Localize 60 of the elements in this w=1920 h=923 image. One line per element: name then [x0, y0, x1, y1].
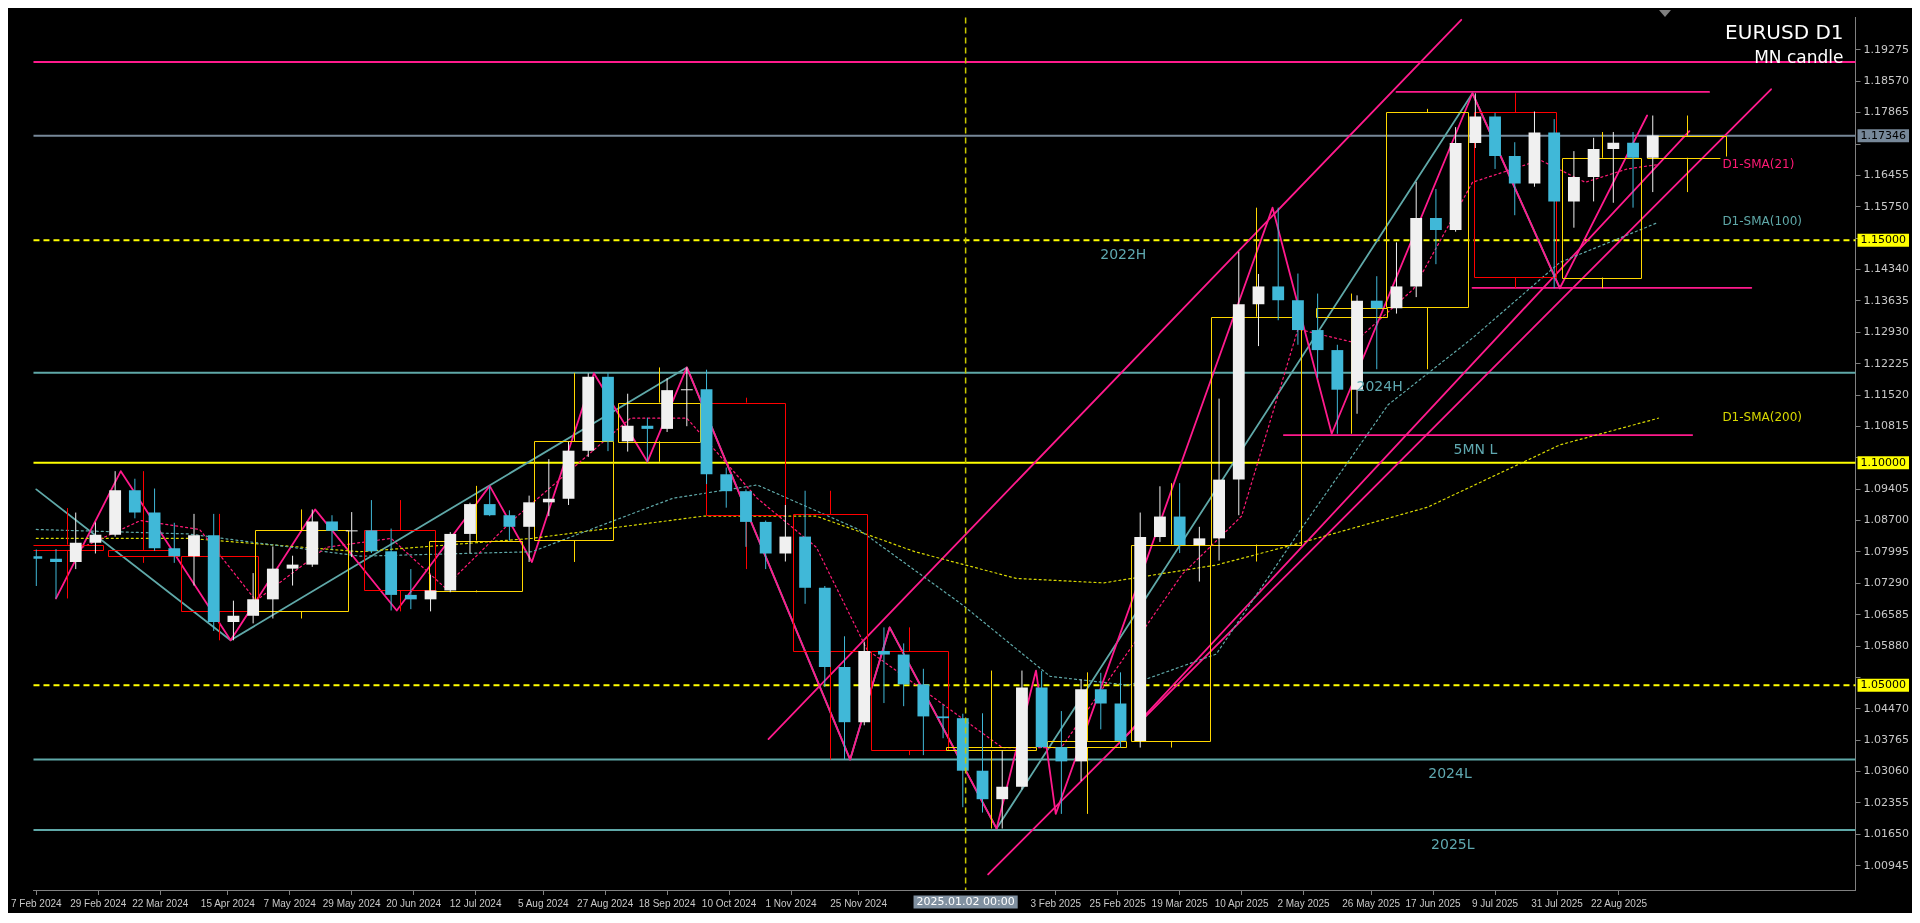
x-tick-label: 27 Aug 2024: [577, 897, 634, 909]
chart-title: EURUSD D1: [1725, 19, 1844, 44]
x-tick-label: 3 Feb 2025: [1030, 897, 1082, 909]
text: D1-SMA(100): [1722, 214, 1803, 229]
y-tick-label: 1.04470: [1863, 701, 1910, 715]
x-tick-label: 29 Feb 2024: [70, 897, 127, 909]
x-tick-label: 17 Jun 2025: [1405, 897, 1462, 909]
y-tick-label: 1.03765: [1863, 733, 1910, 747]
x-tick-label: 10 Oct 2024: [701, 897, 757, 909]
y-tick-label: 1.00945: [1863, 858, 1910, 872]
x-tick-label: 9 Jul 2025: [1471, 897, 1519, 909]
y-tick-label: 1.10815: [1863, 419, 1910, 433]
x-tick-label: 10 Apr 2025: [1214, 897, 1269, 909]
x-tick-label: 2 May 2025: [1277, 897, 1331, 909]
x-tick-label: 5 Aug 2024: [517, 897, 569, 909]
y-tick-label: 1.09405: [1863, 482, 1910, 496]
x-tick-label: 18 Sep 2024: [638, 897, 696, 909]
y-tick-label: 1.02355: [1863, 795, 1910, 809]
y-tick-label: 1.13635: [1863, 293, 1910, 307]
x-tick-label: 1 Nov 2024: [765, 897, 818, 909]
x-tick-label: 25 Feb 2025: [1089, 897, 1147, 909]
y-tick-label: 1.12225: [1863, 356, 1910, 370]
annotation: 5MN L: [1453, 440, 1498, 457]
text: D1-SMA(200): [1722, 410, 1803, 425]
ref-line-label: 1.17346: [1860, 128, 1907, 142]
y-tick-label: 1.07995: [1863, 544, 1910, 558]
annotation: 2022H: [1100, 245, 1147, 262]
y-tick-label: 1.19275: [1863, 42, 1910, 56]
y-tick-label: 1.15750: [1863, 199, 1910, 213]
y-tick-label: 1.17865: [1863, 105, 1910, 119]
y-tick-label: 1.16455: [1863, 168, 1910, 182]
annotation: 2024L: [1428, 765, 1472, 782]
x-tick-label: 29 May 2024: [322, 897, 382, 909]
x-tick-label: 25 Nov 2024: [830, 897, 888, 909]
text: D1-SMA(21): [1722, 156, 1795, 171]
y-tick-label: 1.03060: [1863, 764, 1910, 778]
y-tick-label: 1.14340: [1863, 262, 1910, 276]
ref-line-label: 1.05000: [1860, 678, 1907, 692]
x-tick-label: 22 Aug 2025: [1590, 897, 1648, 909]
x-tick-label: 15 Apr 2024: [200, 897, 256, 909]
y-tick-label: 1.05880: [1863, 638, 1910, 652]
y-tick-label: 1.06585: [1863, 607, 1910, 621]
x-tick-label: 20 Jun 2024: [386, 897, 442, 909]
x-tick-label: 31 Jul 2025: [1531, 897, 1584, 909]
x-tick-label: 7 May 2024: [263, 897, 317, 909]
annotation: 2025L: [1431, 835, 1475, 852]
y-tick-label: 1.01650: [1863, 827, 1910, 841]
ref-line-label: 1.15000: [1860, 233, 1907, 247]
x-tick-label: 26 May 2025: [1342, 897, 1401, 909]
y-tick-label: 1.18570: [1863, 74, 1910, 88]
x-tick-label: 19 Mar 2025: [1151, 897, 1209, 909]
x-tick-label: 7 Feb 2024: [10, 897, 63, 909]
y-tick-label: 1.12930: [1863, 325, 1910, 339]
ref-line-label: 1.10000: [1860, 455, 1907, 469]
ref-line-label: 2025.01.02 00:00: [916, 894, 1015, 908]
x-tick-label: 12 Jul 2024: [449, 897, 502, 909]
y-tick-label: 1.08700: [1863, 513, 1910, 527]
y-tick-label: 1.11520: [1863, 387, 1910, 401]
x-tick-label: 22 Mar 2024: [132, 897, 189, 909]
y-tick-label: 1.07290: [1863, 576, 1910, 590]
